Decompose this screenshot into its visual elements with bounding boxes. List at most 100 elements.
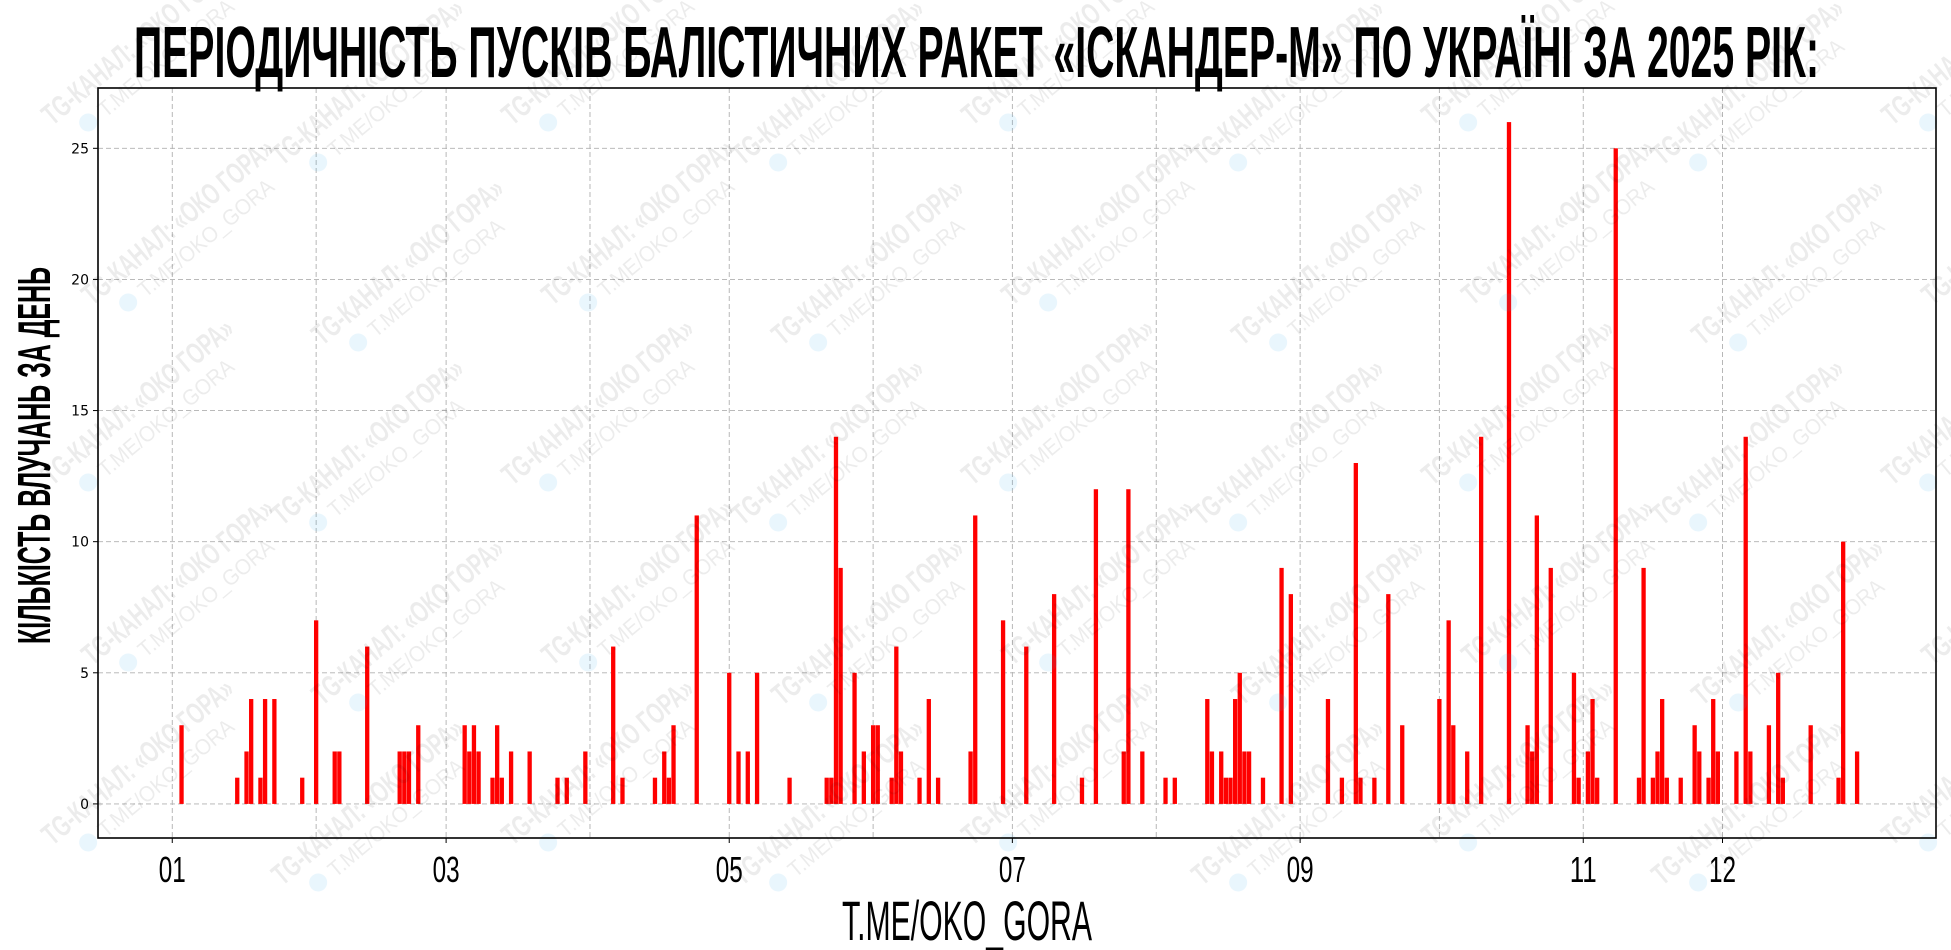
- bar: [462, 725, 467, 804]
- bar: [490, 777, 495, 804]
- bar: [1465, 751, 1470, 804]
- telegram-icon: [309, 513, 328, 532]
- telegram-icon: [1729, 693, 1748, 712]
- bar: [1000, 620, 1006, 804]
- bar: [1260, 777, 1266, 804]
- bar: [1126, 489, 1131, 804]
- bar: [1237, 672, 1242, 804]
- telegram-icon: [1269, 693, 1288, 712]
- bar: [1636, 777, 1642, 804]
- bar: [824, 777, 829, 804]
- bar: [1585, 751, 1591, 804]
- bar: [1325, 699, 1331, 804]
- telegram-icon: [79, 473, 98, 492]
- telegram-icon: [1459, 113, 1478, 132]
- telegram-icon: [769, 513, 788, 532]
- bar: [397, 751, 402, 804]
- bar: [1613, 148, 1618, 804]
- bar: [935, 777, 941, 804]
- bar: [495, 725, 500, 804]
- bar: [1288, 594, 1293, 804]
- bar: [671, 725, 676, 804]
- telegram-icon: [1269, 333, 1288, 352]
- bar: [1446, 620, 1451, 804]
- telegram-icon: [79, 113, 98, 132]
- plot-frame: [97, 87, 1937, 839]
- telegram-icon: [1689, 153, 1708, 172]
- bar: [852, 672, 857, 804]
- bar: [736, 751, 741, 804]
- bar: [564, 777, 569, 804]
- bar: [1386, 594, 1391, 804]
- telegram-icon: [119, 293, 138, 312]
- bar: [365, 646, 370, 804]
- bar: [1780, 777, 1785, 804]
- bar: [1530, 751, 1535, 804]
- bar: [402, 751, 407, 804]
- bar: [1711, 699, 1716, 804]
- bar: [1576, 777, 1581, 804]
- bar: [1437, 699, 1442, 804]
- bar: [1246, 751, 1252, 804]
- telegram-icon: [79, 833, 98, 852]
- bar: [1358, 777, 1363, 804]
- y-tick-label: 20: [71, 272, 89, 288]
- bar: [926, 699, 931, 804]
- telegram-icon: [1229, 873, 1248, 892]
- x-axis-label: T.ME/OKO_GORA: [842, 889, 1092, 950]
- bar: [694, 515, 699, 804]
- bar: [406, 751, 412, 804]
- bar: [1776, 672, 1781, 804]
- bar: [1223, 777, 1229, 804]
- bar: [727, 672, 732, 804]
- bar: [272, 699, 277, 804]
- telegram-icon: [999, 473, 1018, 492]
- x-tick-label: 05: [716, 849, 743, 890]
- bar: [1766, 725, 1772, 804]
- telegram-icon: [1459, 473, 1478, 492]
- telegram-icon: [1039, 293, 1058, 312]
- telegram-icon: [1229, 513, 1248, 532]
- bar: [1841, 541, 1846, 804]
- bar: [1660, 699, 1665, 804]
- bar: [1715, 751, 1721, 804]
- bar: [898, 751, 904, 804]
- bar: [1353, 463, 1358, 804]
- bar: [244, 751, 249, 804]
- bar: [1172, 777, 1177, 804]
- telegram-icon: [1919, 473, 1938, 492]
- bar: [1641, 567, 1646, 804]
- bar: [332, 751, 337, 804]
- bar: [1051, 594, 1057, 804]
- bar: [1534, 515, 1539, 804]
- telegram-icon: [1919, 113, 1938, 132]
- bar: [1506, 122, 1512, 804]
- telegram-icon: [539, 113, 558, 132]
- bar: [1219, 751, 1224, 804]
- bar: [471, 725, 477, 804]
- bar: [620, 777, 625, 804]
- telegram-icon: [769, 873, 788, 892]
- bar: [1692, 725, 1697, 804]
- bar: [1209, 751, 1215, 804]
- telegram-icon: [809, 693, 828, 712]
- bar: [1228, 777, 1233, 804]
- bar: [1163, 777, 1168, 804]
- telegram-icon: [1499, 293, 1518, 312]
- bar: [1525, 725, 1530, 804]
- bar: [499, 777, 504, 804]
- bar: [1242, 751, 1247, 804]
- bar: [1121, 751, 1126, 804]
- bar: [1748, 751, 1753, 804]
- bar: [313, 620, 319, 804]
- bar: [555, 777, 560, 804]
- telegram-icon: [579, 653, 598, 672]
- bar: [833, 436, 839, 804]
- bar: [968, 751, 973, 804]
- bar: [652, 777, 658, 804]
- y-tick-label: 5: [80, 666, 89, 682]
- x-tick-label: 03: [433, 849, 460, 890]
- telegram-icon: [1039, 653, 1058, 672]
